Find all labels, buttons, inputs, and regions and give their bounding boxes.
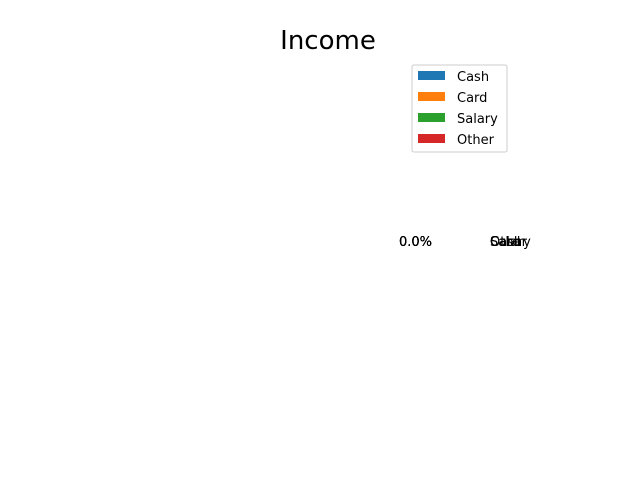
legend-label-card: Card <box>457 91 487 106</box>
legend: Cash Card Salary Other <box>411 64 508 153</box>
legend-label-other: Other <box>457 133 495 148</box>
legend-swatch-cash <box>418 71 445 80</box>
legend-label-cash: Cash <box>457 70 489 85</box>
percent-label-cash: 0.0% <box>399 235 432 250</box>
slice-label-card: Card <box>490 235 520 250</box>
slice-label-cash: Cash <box>490 235 522 250</box>
legend-label-salary: Salary <box>457 112 498 127</box>
percent-label-card: 0.0% <box>399 235 432 250</box>
percent-label-other: 0.0% <box>399 235 432 250</box>
percent-labels: 0.0%0.0%0.0%0.0% <box>399 235 432 250</box>
legend-swatch-other <box>418 134 445 143</box>
legend-swatch-card <box>418 92 445 101</box>
legend-swatch-salary <box>418 113 445 122</box>
legend-frame <box>411 64 508 153</box>
slice-label-salary: Salary <box>490 235 531 250</box>
percent-label-salary: 0.0% <box>399 235 432 250</box>
chart-title: Income <box>280 26 376 56</box>
slice-label-other: Other <box>490 235 528 250</box>
